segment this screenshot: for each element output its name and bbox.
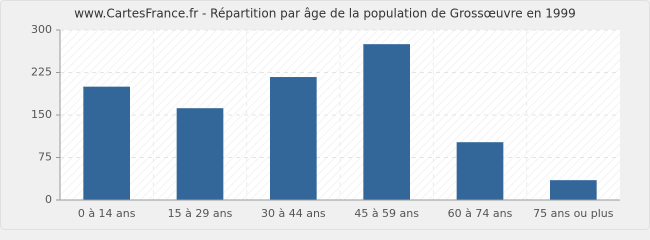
bar xyxy=(456,142,504,200)
bar xyxy=(83,86,130,200)
x-tick-label: 45 à 59 ans xyxy=(354,207,419,220)
bar xyxy=(363,44,410,200)
y-tick-label: 150 xyxy=(31,108,52,121)
bar xyxy=(176,108,224,200)
x-tick-label: 30 à 44 ans xyxy=(261,207,326,220)
bar xyxy=(270,77,317,200)
x-tick-label: 75 ans ou plus xyxy=(533,207,614,220)
chart: www.CartesFrance.fr - Répartition par âg… xyxy=(0,0,650,230)
chart-title: www.CartesFrance.fr - Répartition par âg… xyxy=(74,7,576,21)
y-tick-label: 75 xyxy=(38,151,52,164)
bar xyxy=(550,180,597,200)
y-tick-label: 300 xyxy=(31,23,52,36)
x-tick-label: 15 à 29 ans xyxy=(168,207,233,220)
y-tick-label: 225 xyxy=(31,66,52,79)
x-tick-label: 60 à 74 ans xyxy=(448,207,513,220)
y-tick-label: 0 xyxy=(45,193,52,206)
x-tick-label: 0 à 14 ans xyxy=(78,207,136,220)
